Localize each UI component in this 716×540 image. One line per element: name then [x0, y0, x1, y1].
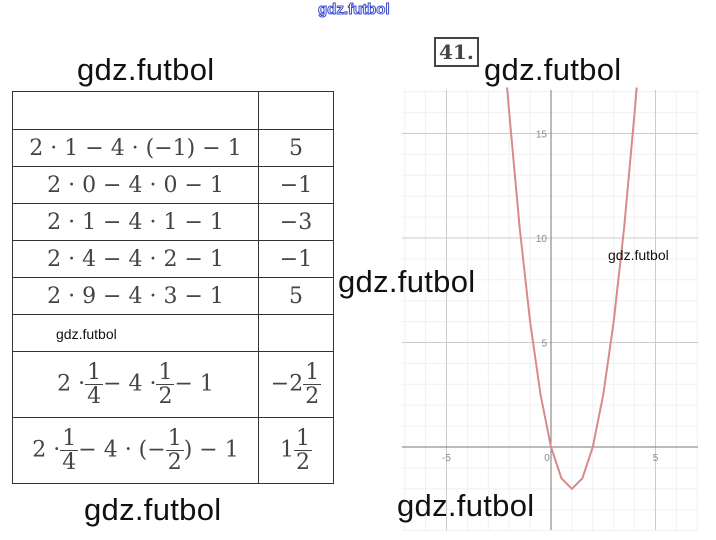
table-row [12, 314, 334, 352]
watermark-top: gdz.futbol [318, 1, 391, 19]
watermark: gdz.futbol [608, 247, 669, 263]
y-tick-label: 15 [536, 130, 548, 141]
parabola-curve [506, 87, 638, 491]
y-tick-label: 10 [536, 234, 548, 245]
watermark: gdz.futbol [338, 264, 476, 299]
watermark: gdz.futbol [397, 488, 535, 523]
x-tick-label: -5 [442, 453, 451, 464]
table-row: 2 · 1 4− 4 · 1 2− 1 −2 1 2 [12, 351, 334, 418]
watermark: gdz.futbol [56, 326, 117, 342]
x-tick-label: 0 [544, 453, 550, 464]
x-tick-label: 5 [653, 453, 659, 464]
table-row: 2 · 0 − 4 · 0 − 1 −1 [12, 166, 334, 204]
y-tick-label: 5 [541, 339, 547, 350]
watermark: gdz.futbol [84, 492, 222, 527]
watermark: gdz.futbol [484, 52, 622, 87]
watermark: gdz.futbol [77, 52, 215, 87]
problem-number: 41. [434, 37, 479, 67]
